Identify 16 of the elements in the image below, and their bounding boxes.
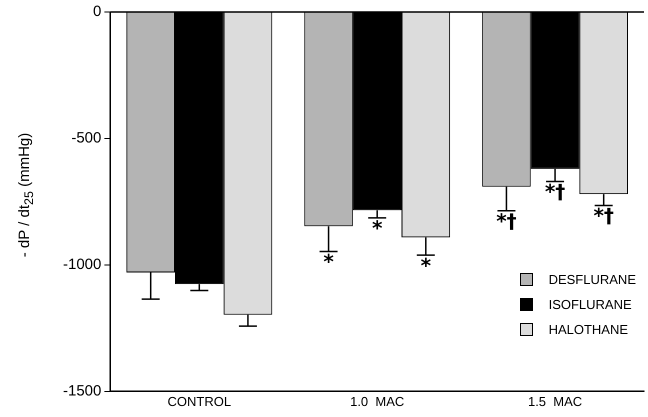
y-tick-label: -1000 xyxy=(62,256,102,274)
y-tick-label: -1500 xyxy=(62,382,102,400)
legend-label: DESFLURANE xyxy=(548,272,636,287)
legend-label: ISOFLURANE xyxy=(548,297,632,312)
legend-label: HALOTHANE xyxy=(548,322,628,337)
data-label: *† xyxy=(593,204,614,228)
data-label: * xyxy=(420,253,432,278)
x-tick-label: 1.5 MAC xyxy=(528,394,582,409)
data-label: * xyxy=(372,216,383,240)
data-label: * xyxy=(323,250,334,274)
data-label: *† xyxy=(496,209,517,234)
y-tick-label: -500 xyxy=(71,130,102,147)
data-label: *† xyxy=(544,180,566,204)
y-tick-label: 0 xyxy=(93,3,102,20)
x-tick-label: CONTROL xyxy=(168,394,232,409)
x-tick-label: 1.0 MAC xyxy=(350,394,404,409)
